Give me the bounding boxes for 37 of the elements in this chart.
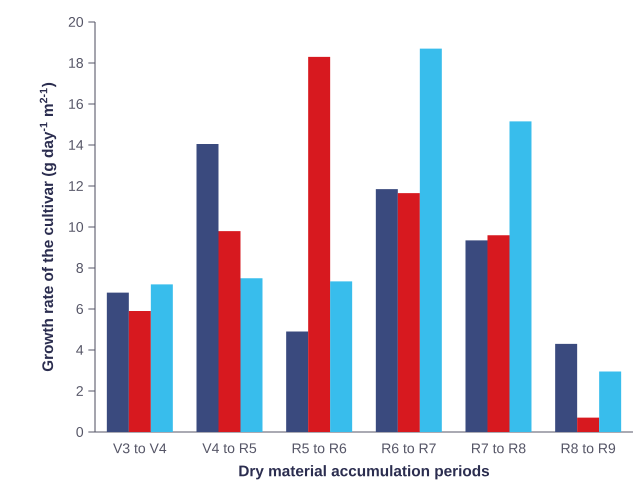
bar	[577, 418, 600, 432]
bar	[286, 332, 308, 432]
x-tick-label: V4 to R5	[202, 443, 256, 454]
y-tick-label: 14	[69, 140, 84, 150]
bar	[308, 56, 330, 432]
y-axis-title: Growth rate of the cultivar (g day$^{-1}$ m$^{2-1}$)	[40, 82, 56, 372]
y-tick-label: 4	[76, 345, 84, 355]
bar	[376, 189, 398, 432]
bar	[196, 144, 218, 432]
bar	[465, 240, 488, 432]
bar	[509, 121, 532, 432]
bar	[330, 281, 352, 432]
bar	[487, 235, 510, 432]
y-tick-label: 0	[76, 427, 84, 437]
bar	[420, 48, 442, 432]
y-tick-label: 20	[68, 17, 84, 27]
y-tick-label: 12	[69, 181, 83, 191]
x-tick-label: R5 to R6	[292, 443, 346, 454]
y-tick-label: 18	[69, 58, 84, 68]
y-tick-label: 2	[76, 386, 83, 396]
y-tick-label: 6	[76, 304, 84, 314]
x-axis-title: Dry material accumulation periods	[239, 465, 490, 480]
bar	[599, 372, 622, 432]
bar	[150, 284, 173, 432]
bar	[240, 278, 262, 432]
bar	[555, 344, 578, 432]
bar	[218, 231, 240, 432]
y-tick-label: 8	[76, 263, 84, 273]
y-tick-label: 16	[69, 99, 84, 109]
bar	[128, 311, 151, 432]
x-tick-label: R7 to R8	[472, 443, 526, 454]
bar	[398, 193, 420, 432]
y-tick-label: 10	[69, 222, 84, 232]
x-tick-label: R6 to R7	[382, 443, 436, 454]
x-tick-label: R8 to R9	[562, 443, 616, 454]
x-tick-label: V3 to V4	[113, 443, 166, 454]
bar	[106, 292, 129, 432]
